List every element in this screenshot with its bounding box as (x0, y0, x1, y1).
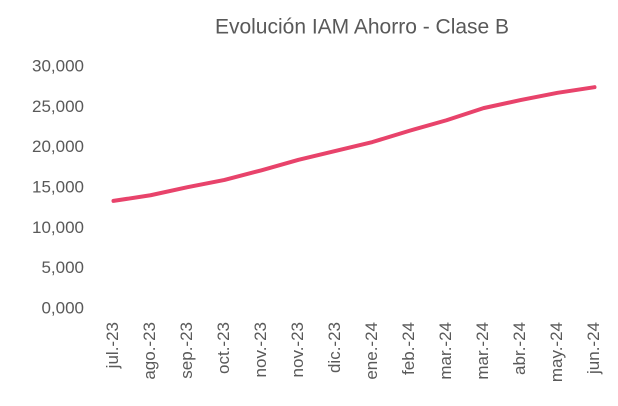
y-tick-label: 10,000 (32, 218, 84, 237)
y-tick-label: 25,000 (32, 97, 84, 116)
x-tick-label: may.-24 (547, 322, 566, 382)
chart-title: Evolución IAM Ahorro - Clase B (215, 16, 509, 39)
x-tick-label: jun.-24 (584, 322, 603, 375)
y-tick-label: 5,000 (41, 258, 84, 277)
x-tick-label: nov.-23 (251, 322, 270, 377)
x-tick-label: oct.-23 (214, 322, 233, 374)
x-tick-label: mar.-24 (473, 322, 492, 380)
x-tick-label: ago.-23 (140, 322, 159, 380)
y-tick-label: 30,000 (32, 56, 84, 75)
y-tick-label: 0,000 (41, 298, 84, 317)
x-tick-label: jul.-23 (103, 322, 122, 369)
x-tick-label: ene.-24 (362, 322, 381, 380)
x-tick-label: feb.-24 (399, 322, 418, 375)
y-tick-label: 20,000 (32, 137, 84, 156)
x-tick-label: mar.-24 (436, 322, 455, 380)
x-tick-label: dic.-23 (325, 322, 344, 373)
y-tick-label: 15,000 (32, 177, 84, 196)
x-tick-label: nov.-23 (288, 322, 307, 377)
line (111, 85, 597, 203)
x-tick-label: abr.-24 (510, 322, 529, 375)
x-tick-label: sep.-23 (177, 322, 196, 379)
